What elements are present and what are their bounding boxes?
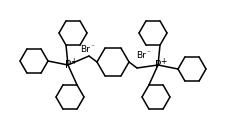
Text: ⁻: ⁻: [145, 48, 149, 58]
Text: P: P: [65, 60, 71, 70]
Text: Br: Br: [135, 52, 145, 60]
Text: ⁻: ⁻: [90, 42, 94, 51]
Text: +: +: [159, 56, 165, 66]
Text: P: P: [154, 60, 160, 70]
Text: +: +: [70, 56, 76, 66]
Text: Br: Br: [80, 46, 90, 54]
